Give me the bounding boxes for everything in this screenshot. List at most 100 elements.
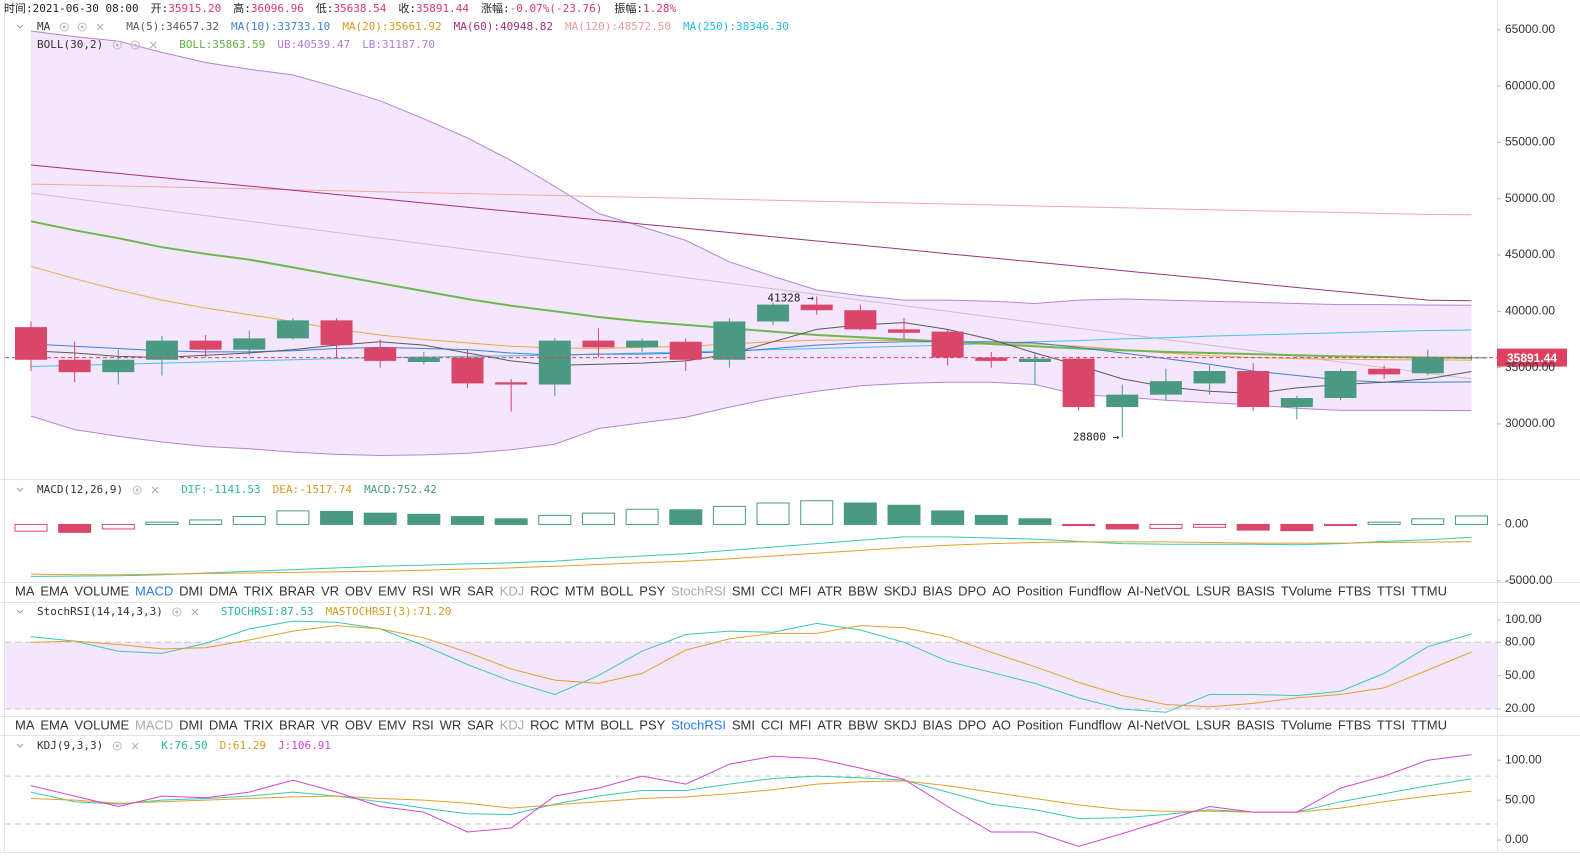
indicator-tab[interactable]: AI-NetVOL [1127,583,1190,598]
indicator-tab[interactable]: CCI [761,583,783,598]
candle-body [1018,358,1051,363]
indicator-tab[interactable]: DMA [209,583,238,598]
indicator-tab[interactable]: EMA [40,717,69,732]
close-icon [149,41,157,49]
legend-icon[interactable] [132,485,142,495]
indicator-tab[interactable]: KDJ [500,717,525,732]
legend-icon[interactable] [77,22,87,32]
indicator-tab[interactable]: MTM [565,717,595,732]
indicator-tab[interactable]: SMI [732,583,755,598]
indicator-tab[interactable]: ROC [530,583,559,598]
indicator-tab[interactable]: FTBS [1338,583,1372,598]
indicator-tab[interactable]: VR [321,583,339,598]
indicator-tab[interactable]: TTSI [1377,583,1405,598]
indicator-tab[interactable]: StochRSI [671,583,726,598]
macd-bar [625,508,659,525]
indicator-tab[interactable]: TTSI [1377,717,1405,732]
legend-icon[interactable] [96,23,104,31]
indicator-tab[interactable]: PSY [639,717,665,732]
indicator-tab[interactable]: MFI [789,583,811,598]
indicator-line [30,183,1472,216]
indicator-tab[interactable]: BASIS [1237,583,1276,598]
indicator-tab[interactable]: SAR [467,717,494,732]
indicator-tab[interactable]: LSUR [1196,583,1231,598]
indicator-tab[interactable]: AO [992,717,1011,732]
indicator-tab[interactable]: DMI [179,583,203,598]
legend-icon[interactable] [112,40,122,50]
indicator-tab[interactable]: EMV [378,583,407,598]
legend-icon[interactable] [131,742,139,750]
indicator-tab[interactable]: Fundflow [1069,583,1122,598]
indicator-tab[interactable]: ATR [817,717,842,732]
indicator-tab[interactable]: BBW [848,583,878,598]
indicator-tab[interactable]: TTMU [1411,583,1447,598]
indicator-tab[interactable]: WR [440,583,462,598]
indicator-tab[interactable]: MACD [135,717,173,732]
indicator-tab[interactable]: BRAR [279,717,315,732]
legend-icon[interactable] [151,486,159,494]
indicator-tab[interactable]: SKDJ [884,583,917,598]
indicator-tab[interactable]: EMA [40,583,69,598]
indicator-tab[interactable]: WR [440,717,462,732]
band-lower [30,381,1472,457]
indicator-tab[interactable]: BOLL [600,717,633,732]
legend-icon[interactable] [130,40,140,50]
indicator-tab[interactable]: BASIS [1237,717,1276,732]
legend-icon[interactable] [149,41,157,49]
indicator-tab[interactable]: Fundflow [1069,717,1122,732]
indicator-tab[interactable]: OBV [345,717,373,732]
indicator-tab[interactable]: TTMU [1411,717,1447,732]
indicator-tab[interactable]: DPO [958,583,986,598]
indicator-tab[interactable]: BOLL [600,583,633,598]
setting-icon-dot [133,43,137,47]
indicator-tab[interactable]: ATR [817,583,842,598]
indicator-tab[interactable]: RSI [412,717,434,732]
indicator-tab[interactable]: BIAS [923,717,953,732]
indicator-tab[interactable]: VOLUME [74,717,129,732]
legend-icon[interactable] [191,608,199,616]
indicator-tab[interactable]: MTM [565,583,595,598]
indicator-tab[interactable]: OBV [345,583,373,598]
indicator-tab[interactable]: PSY [639,583,665,598]
indicator-tab[interactable]: CCI [761,717,783,732]
indicator-tab[interactable]: RSI [412,583,434,598]
indicator-tab[interactable]: LSUR [1196,717,1231,732]
indicator-tab[interactable]: BIAS [923,583,953,598]
macd-bar [887,504,921,525]
indicator-tab[interactable]: SKDJ [884,717,917,732]
indicator-tab[interactable]: MA [15,583,35,598]
indicator-tab[interactable]: ROC [530,717,559,732]
indicator-tab[interactable]: KDJ [500,583,525,598]
indicator-tab[interactable]: AI-NetVOL [1127,717,1190,732]
indicator-tab[interactable]: TVolume [1281,583,1332,598]
indicator-tab[interactable]: Position [1017,583,1063,598]
indicator-tab[interactable]: EMV [378,717,407,732]
indicator-tab[interactable]: TRIX [244,583,274,598]
legend-icon[interactable] [172,607,182,617]
indicator-tab[interactable]: DPO [958,717,986,732]
indicator-line [30,541,1472,576]
indicator-tab[interactable]: Position [1017,717,1063,732]
indicator-tab[interactable]: SAR [467,583,494,598]
macd-bar [800,500,834,525]
indicator-tab[interactable]: TVolume [1281,717,1332,732]
indicator-tab[interactable]: VR [321,717,339,732]
indicator-line [30,164,1472,302]
indicator-tab[interactable]: TRIX [244,717,274,732]
indicator-tab[interactable]: BRAR [279,583,315,598]
indicator-tab[interactable]: MACD [135,583,173,598]
indicator-tab[interactable]: VOLUME [74,583,129,598]
indicator-tab[interactable]: StochRSI [671,717,726,732]
legend-icon[interactable] [59,22,69,32]
indicator-tab[interactable]: AO [992,583,1011,598]
indicator-tab[interactable]: DMI [179,717,203,732]
legend-icon[interactable] [112,741,122,751]
y-tick-label: 40000.00 [1505,304,1555,318]
indicator-tab[interactable]: SMI [732,717,755,732]
indicator-tab[interactable]: MFI [789,717,811,732]
y-tick-label: 50.00 [1505,792,1535,806]
indicator-tab[interactable]: MA [15,717,35,732]
indicator-tab[interactable]: FTBS [1338,717,1372,732]
indicator-tab[interactable]: BBW [848,717,878,732]
indicator-tab[interactable]: DMA [209,717,238,732]
